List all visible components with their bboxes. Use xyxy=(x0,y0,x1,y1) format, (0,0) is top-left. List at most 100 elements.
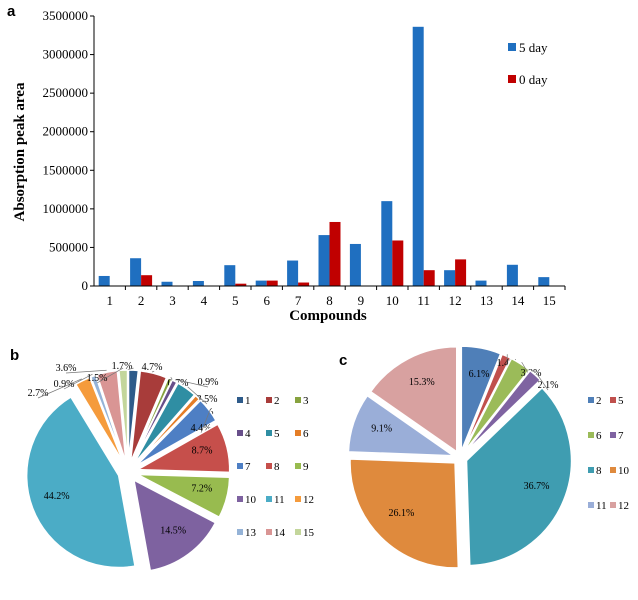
pie-c-data-label: 9.1% xyxy=(371,424,392,435)
pie-b-legend-swatch xyxy=(266,397,272,403)
pie-c-slice xyxy=(462,353,512,452)
bar-legend: 5 day 0 day xyxy=(508,40,548,87)
panel-c: c 6.1%1.4%3.2%2.1%36.7%26.1%9.1%15.3% 25… xyxy=(339,345,630,569)
pie-c-legend-swatch xyxy=(610,397,616,403)
pie-b-leader-line xyxy=(65,369,107,374)
pie-c-legend-swatch xyxy=(588,397,594,403)
x-tick-label: 10 xyxy=(386,293,399,308)
bar-5-day xyxy=(98,275,110,286)
pie-b-slice xyxy=(137,473,231,519)
pie-c-slice xyxy=(460,345,502,452)
pie-b-legend-label: 5 xyxy=(274,428,280,440)
pie-c-data-label: 15.3% xyxy=(409,377,435,388)
bar-0-day xyxy=(141,275,153,286)
pie-b-leader-line xyxy=(96,367,124,384)
x-tick-label: 3 xyxy=(169,293,176,308)
pie-b-legend-swatch xyxy=(295,430,301,436)
pie-c-slice xyxy=(465,386,573,567)
pie-b-slice xyxy=(127,369,140,463)
pie-b-data-label: 0.9% xyxy=(54,379,75,390)
x-axis-ticks: 1 2 3 4 5 6 7 8 9 10 11 12 13 14 15 xyxy=(106,286,566,308)
pie-c-leader-line xyxy=(536,373,549,391)
pie-c: 6.1%1.4%3.2%2.1%36.7%26.1%9.1%15.3% xyxy=(347,345,573,569)
bar-0-day xyxy=(455,259,467,286)
pie-c-legend-label: 6 xyxy=(596,430,602,442)
pie-b-legend-swatch xyxy=(295,397,301,403)
bar-5-day xyxy=(224,265,236,286)
pie-c-legend-swatch xyxy=(610,432,616,438)
pie-b-data-label: 8.7% xyxy=(192,446,213,457)
y-axis-ticks: 0 500000 1000000 1500000 2000000 2500000 30000… xyxy=(43,8,94,293)
pie-b-legend-label: 6 xyxy=(303,428,309,440)
x-tick-label: 6 xyxy=(263,293,270,308)
pie-b-leader-line xyxy=(37,378,82,399)
x-tick-label: 5 xyxy=(232,293,239,308)
pie-b-legend-swatch xyxy=(266,529,272,535)
bar-5-day xyxy=(444,270,456,286)
pie-b-slice xyxy=(133,382,196,465)
pie-b-data-label: 0.9% xyxy=(198,377,219,388)
pie-c-legend-label: 11 xyxy=(596,500,607,512)
pie-b-legend-label: 14 xyxy=(274,527,286,539)
pie-b-data-label: 2.7% xyxy=(28,388,49,399)
pie-b-data-label: 1.7% xyxy=(112,361,133,372)
panel-c-letter: c xyxy=(339,352,347,369)
x-tick-label: 12 xyxy=(449,293,462,308)
bar-5-day xyxy=(161,281,173,286)
pie-c-data-label: 6.1% xyxy=(469,369,490,380)
pie-b-legend-label: 11 xyxy=(274,494,285,506)
pie-b-legend-swatch xyxy=(237,397,243,403)
y-tick-label: 1500000 xyxy=(43,162,89,177)
y-tick-label: 500000 xyxy=(49,239,88,254)
pie-b-legend-swatch xyxy=(295,463,301,469)
legend-label: 0 day xyxy=(519,72,548,87)
y-tick-label: 2500000 xyxy=(43,85,89,100)
panel-a: a 0 500000 1000000 1500000 2000000 2500000 300… xyxy=(7,3,566,324)
bar-5-day xyxy=(475,280,487,286)
x-tick-label: 2 xyxy=(138,293,145,308)
bar-5-day xyxy=(412,26,424,287)
bar-0-day xyxy=(235,283,247,286)
pie-c-legend-swatch xyxy=(610,467,616,473)
pie-c-slice xyxy=(369,346,458,454)
bar-0-day xyxy=(423,270,435,286)
y-tick-label: 3500000 xyxy=(43,8,89,23)
pie-b-leader-line xyxy=(175,379,209,388)
pie-b-legend-swatch xyxy=(237,463,243,469)
x-tick-label: 8 xyxy=(326,293,333,308)
pie-b-data-label: 44.2% xyxy=(44,491,70,502)
pie-b-data-label: 3.6% xyxy=(56,363,77,374)
pie-b-data-label: 1.5% xyxy=(87,373,108,384)
x-tick-label: 1 xyxy=(106,293,113,308)
bar-0-day xyxy=(392,240,404,286)
pie-b-slice xyxy=(135,423,231,474)
pie-b-slice xyxy=(89,374,126,463)
x-tick-label: 7 xyxy=(295,293,302,308)
pie-b-leader-line xyxy=(151,371,155,373)
pie-c-data-label: 2.1% xyxy=(538,380,559,391)
pie-b-slice xyxy=(74,376,125,464)
pie-b-legend-swatch xyxy=(266,463,272,469)
x-tick-label: 15 xyxy=(543,293,556,308)
pie-b-leader-line xyxy=(63,373,93,390)
y-tick-label: 2000000 xyxy=(43,124,89,139)
bar-0-day xyxy=(266,280,278,286)
bar-0-day xyxy=(298,282,310,286)
pie-c-legend-label: 8 xyxy=(596,465,602,477)
pie-c-legend-swatch xyxy=(588,467,594,473)
y-tick-label: 0 xyxy=(82,278,89,293)
pie-b-legend-label: 4 xyxy=(245,428,251,440)
pie-b-legend-label: 1 xyxy=(245,395,251,407)
pie-c-data-label: 26.1% xyxy=(388,508,414,519)
legend-swatch xyxy=(508,43,516,51)
x-tick-label: 11 xyxy=(417,293,430,308)
x-tick-label: 14 xyxy=(511,293,525,308)
pie-c-slice xyxy=(464,369,542,454)
pie-b-legend-swatch xyxy=(295,496,301,502)
pie-b-legend-swatch xyxy=(237,529,243,535)
bar-5-day xyxy=(349,243,361,286)
bar-5-day xyxy=(381,201,393,286)
pie-c-legend-label: 2 xyxy=(596,395,602,407)
pie-b-legend-label: 8 xyxy=(274,461,280,473)
